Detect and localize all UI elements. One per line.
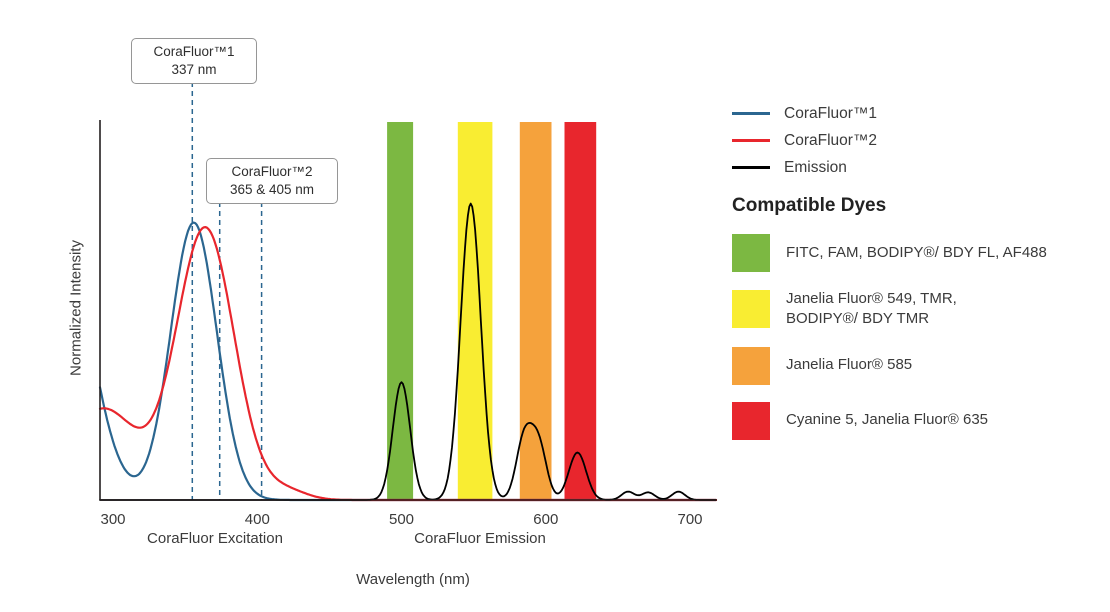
compatible-dyes-heading: Compatible Dyes [732,195,887,216]
orange-dye-swatch [732,346,770,385]
annotation-box-coralfluor2: CoraFluor™2 365 & 405 nm [206,158,338,205]
dye-label-red: Cyanine 5, Janelia Fluor® 635 [786,411,989,429]
dye-band-orange [519,122,552,500]
annotation-box2-value: 365 & 405 nm [229,182,315,198]
green-dye-swatch [732,234,770,272]
x-section-label-excitation: CoraFluor Excitation [147,530,283,547]
annotation-box2-title: CoraFluor™2 [231,164,313,179]
annotation-box1-value: 337 nm [171,62,217,78]
dye-label-green: FITC, FAM, BODIPY®/ BDY FL, AF488 [786,243,1047,261]
legend: CoraFluor™1 CoraFluor™2 Emission Compati… [732,100,1100,440]
dye-item-orange: Janelia Fluor® 585 [732,346,1100,385]
red-dye-swatch [732,401,770,440]
emission-line-swatch [732,166,770,169]
coralfluor2-line-swatch [732,139,770,142]
dye-item-green: FITC, FAM, BODIPY®/ BDY FL, AF488 [732,234,1100,272]
dye-band-yellow [457,122,493,500]
dye-item-yellow: Janelia Fluor® 549, TMR, BODIPY®/ BDY TM… [732,289,1100,330]
yellow-dye-swatch [732,290,770,329]
x-tick-300: 300 [100,511,125,528]
legend-item-coralfluor2: CoraFluor™2 [732,127,1100,154]
dye-label-yellow: Janelia Fluor® 549, TMR, BODIPY®/ BDY TM… [786,290,957,328]
legend-label-coralfluor1: CoraFluor™1 [784,104,878,122]
x-tick-600: 600 [533,511,558,528]
x-tick-700: 700 [677,511,702,528]
legend-label-emission: Emission [784,158,847,176]
annotation-box1-title: CoraFluor™1 [153,44,235,59]
legend-item-emission: Emission [732,154,1100,181]
dye-band-red [564,122,597,500]
x-tick-500: 500 [389,511,414,528]
legend-label-coralfluor2: CoraFluor™2 [784,131,878,149]
legend-item-coralfluor1: CoraFluor™1 [732,100,1100,127]
x-section-label-emission: CoraFluor Emission [414,530,546,547]
y-axis-title: Normalized Intensity [67,240,85,376]
coralfluor1-line-swatch [732,112,770,115]
annotation-box-coralfluor1: CoraFluor™1 337 nm [131,38,257,85]
x-tick-400: 400 [245,511,270,528]
spectra-chart: 300 400 500 600 700 [98,82,718,528]
dye-label-orange: Janelia Fluor® 585 [786,356,913,374]
x-axis-title: Wavelength (nm) [356,571,470,588]
dye-item-red: Cyanine 5, Janelia Fluor® 635 [732,401,1100,440]
